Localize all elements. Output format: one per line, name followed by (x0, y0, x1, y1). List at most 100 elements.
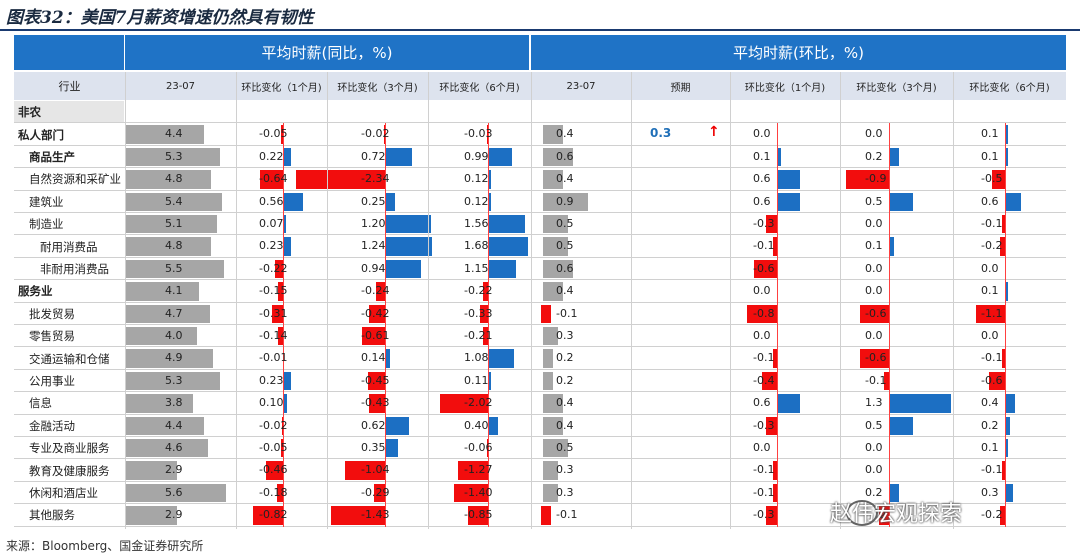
zero-axis (488, 504, 489, 527)
zero-axis (777, 280, 778, 303)
zero-axis (385, 369, 386, 393)
cell-value: 0.35 (361, 441, 386, 454)
level-bar (125, 125, 205, 144)
row-label: 私人部门 (14, 123, 124, 146)
cell-value: 0.2 (556, 373, 574, 387)
cell-value: -0.6 (865, 351, 887, 365)
zero-axis (385, 459, 386, 482)
zero-axis (777, 369, 778, 393)
cell-value: 4.8 (165, 172, 183, 186)
negative-bar (992, 170, 1005, 189)
zero-axis (488, 280, 489, 303)
level-bar (125, 304, 210, 323)
zero-axis (777, 481, 778, 505)
positive-bar (889, 192, 913, 211)
level-bar (543, 371, 553, 391)
cell-value: 0.56 (259, 194, 284, 208)
cell-value: -0.6 (753, 261, 775, 275)
level-bar (125, 394, 194, 413)
cell-value: 0.3 (556, 485, 574, 499)
source-note: 来源：Bloomberg、国金证券研究所 (6, 539, 204, 553)
row-label: 非农 (14, 101, 124, 124)
zero-axis (488, 414, 489, 437)
level-bar (125, 259, 224, 279)
cell-value: -0.02 (259, 418, 288, 432)
cell-value: 0.5 (556, 217, 574, 230)
zero-axis (889, 392, 890, 415)
row-label: 休闲和酒店业 (14, 481, 124, 505)
positive-bar (488, 371, 491, 391)
zero-axis (1005, 235, 1006, 258)
level-bar (543, 170, 563, 189)
positive-bar (488, 416, 498, 435)
zero-axis (889, 481, 890, 505)
zero-axis (889, 168, 890, 191)
cell-value: -0.4 (753, 373, 775, 387)
level-bar (125, 439, 208, 458)
level-bar (125, 483, 226, 503)
cell-value: 0.22 (259, 149, 284, 163)
column-separator (953, 72, 954, 529)
cell-value: 0.0 (981, 261, 999, 275)
cell-value: 0.6 (981, 194, 999, 208)
cell-value: -0.45 (361, 373, 390, 387)
cell-value: 0.9 (556, 194, 574, 208)
column-header: 环比变化（3个月) (840, 72, 953, 100)
zero-axis (777, 437, 778, 460)
cell-value: 0.4 (556, 418, 574, 432)
cell-value: 4.1 (165, 284, 183, 298)
row-separator (14, 391, 1066, 393)
zero-axis (889, 302, 890, 325)
column-separator (531, 72, 532, 529)
row-separator (14, 324, 1066, 325)
positive-bar (283, 147, 291, 167)
negative-bar (375, 282, 385, 301)
level-bar (543, 349, 553, 368)
positive-bar (385, 192, 395, 211)
cell-value: 0.4 (556, 172, 574, 186)
zero-axis (385, 504, 386, 527)
cell-value: 0.0 (865, 127, 883, 141)
positive-bar (1005, 416, 1011, 435)
zero-axis (283, 302, 284, 325)
zero-axis (488, 437, 489, 460)
positive-bar (1005, 439, 1008, 458)
zero-axis (889, 123, 890, 146)
cell-value: -0.1 (981, 217, 1003, 230)
negative-bar (860, 349, 889, 368)
zero-axis (488, 392, 489, 415)
zero-axis (1005, 325, 1006, 348)
zero-axis (777, 235, 778, 258)
negative-bar (845, 170, 889, 189)
level-bar (543, 282, 563, 301)
negative-bar (773, 349, 777, 368)
cell-value: -0.1 (981, 463, 1003, 477)
negative-bar (454, 483, 488, 503)
cell-value: 1.08 (464, 351, 489, 365)
zero-axis (777, 347, 778, 370)
cell-value: 1.20 (361, 217, 386, 230)
cell-value: -0.03 (464, 127, 493, 141)
positive-bar (889, 394, 952, 413)
zero-axis (1005, 504, 1006, 527)
row-separator (14, 525, 1066, 527)
cell-value: 4.4 (165, 418, 183, 432)
cell-value: 5.3 (165, 373, 183, 387)
level-bar (125, 282, 199, 301)
level-bar (543, 215, 568, 234)
cell-value: 4.4 (165, 127, 183, 141)
level-bar (125, 327, 197, 346)
cell-value: 0.72 (361, 149, 386, 163)
cell-value: 0.0 (865, 284, 883, 298)
zero-axis (777, 190, 778, 213)
cell-value: -1.40 (464, 485, 493, 499)
cell-value: -0.1 (753, 463, 775, 477)
zero-axis (385, 123, 386, 146)
cell-value: 5.6 (165, 485, 183, 499)
zero-axis (385, 392, 386, 415)
cell-value: 4.7 (165, 306, 183, 320)
cell-value: -0.1 (753, 351, 775, 365)
level-bar (125, 147, 221, 167)
zero-axis (488, 369, 489, 393)
cell-value: 0.6 (556, 261, 574, 275)
